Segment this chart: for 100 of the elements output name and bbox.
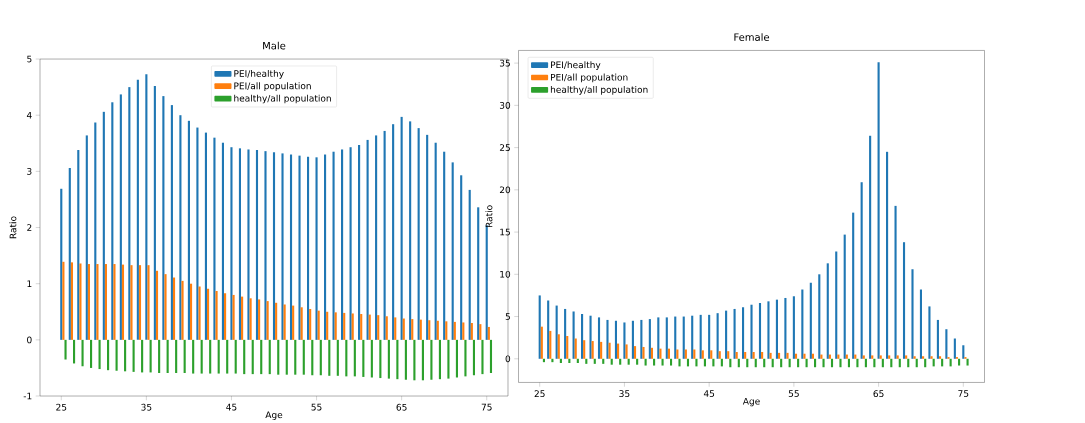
bar: [557, 334, 560, 359]
bar: [786, 352, 789, 359]
bar: [657, 317, 660, 359]
bar: [289, 154, 293, 340]
bar: [905, 355, 908, 359]
bar: [597, 317, 601, 359]
bar: [455, 339, 459, 378]
bar: [625, 344, 628, 359]
chart-title: Male: [263, 41, 286, 50]
bar: [470, 323, 473, 340]
bar: [115, 339, 118, 371]
bar: [684, 349, 687, 359]
bar: [803, 353, 806, 359]
bar: [275, 302, 278, 340]
bar: [547, 300, 550, 359]
bar: [351, 313, 354, 340]
bar: [871, 355, 874, 359]
bar: [665, 317, 668, 359]
bar: [919, 289, 923, 359]
y-tick-label: 4: [26, 111, 32, 119]
bar: [839, 358, 842, 368]
bar: [614, 320, 618, 359]
legend-label: PEI/all population: [551, 73, 628, 83]
bar: [81, 339, 84, 367]
bar: [162, 96, 165, 340]
bar: [902, 242, 906, 359]
bar: [818, 274, 821, 359]
bar: [617, 343, 620, 359]
bar: [549, 330, 552, 359]
bar: [70, 262, 73, 340]
bar: [247, 149, 250, 340]
x-tick-label: 45: [226, 403, 237, 411]
bar: [809, 282, 812, 359]
bar: [370, 339, 373, 378]
bar: [591, 341, 594, 359]
bar: [869, 135, 872, 359]
bar: [149, 339, 152, 373]
bar: [170, 105, 173, 340]
bar: [155, 270, 159, 340]
bar: [111, 102, 114, 340]
bar: [676, 349, 679, 359]
bar: [192, 339, 195, 374]
bar: [183, 339, 186, 373]
bar: [200, 339, 203, 374]
y-tick-label: 0: [27, 336, 32, 344]
bar: [145, 74, 148, 340]
bar: [826, 263, 829, 359]
bar: [379, 339, 382, 379]
bar: [879, 355, 882, 359]
bar: [302, 339, 305, 375]
bar: [564, 308, 567, 359]
bar: [472, 339, 476, 376]
bar: [172, 277, 176, 340]
bar: [128, 87, 131, 340]
bar: [600, 341, 603, 359]
bar: [443, 151, 446, 340]
bar: [392, 124, 395, 340]
bar: [801, 289, 804, 359]
y-tick-label: 25: [499, 144, 510, 151]
bar: [258, 299, 261, 340]
y-axis-title: Ratio: [485, 205, 493, 228]
bar: [451, 162, 454, 340]
bar: [281, 153, 284, 340]
bar: [394, 317, 397, 340]
legend-label: PEI/healthy: [551, 61, 601, 70]
bar: [585, 358, 588, 364]
bar: [938, 356, 942, 359]
bar: [678, 358, 681, 367]
bar: [487, 326, 490, 340]
x-tick-label: 65: [873, 390, 884, 398]
bar: [633, 346, 637, 359]
bar: [822, 358, 825, 368]
bar: [953, 338, 956, 359]
bar: [699, 314, 702, 359]
bar: [102, 111, 105, 340]
bar: [606, 319, 609, 359]
bar: [792, 296, 795, 359]
bar: [886, 151, 889, 359]
bar: [447, 339, 450, 379]
bar: [701, 350, 704, 359]
bar: [659, 348, 662, 359]
bar: [309, 308, 312, 340]
bar: [87, 264, 90, 340]
bar: [777, 352, 781, 359]
x-tick-label: 75: [481, 403, 492, 411]
bar: [215, 291, 218, 340]
bar: [113, 264, 116, 340]
bar: [213, 137, 216, 340]
bar: [593, 358, 596, 364]
bar: [153, 86, 156, 340]
bar: [758, 303, 762, 359]
bar: [538, 295, 541, 359]
bar: [85, 135, 88, 340]
legend-label: PEI/all population: [234, 82, 311, 92]
bar: [385, 316, 388, 340]
bar: [489, 339, 493, 373]
bar: [260, 339, 263, 375]
y-tick-label: 20: [499, 186, 511, 194]
bar: [966, 358, 969, 366]
bar: [460, 175, 463, 340]
